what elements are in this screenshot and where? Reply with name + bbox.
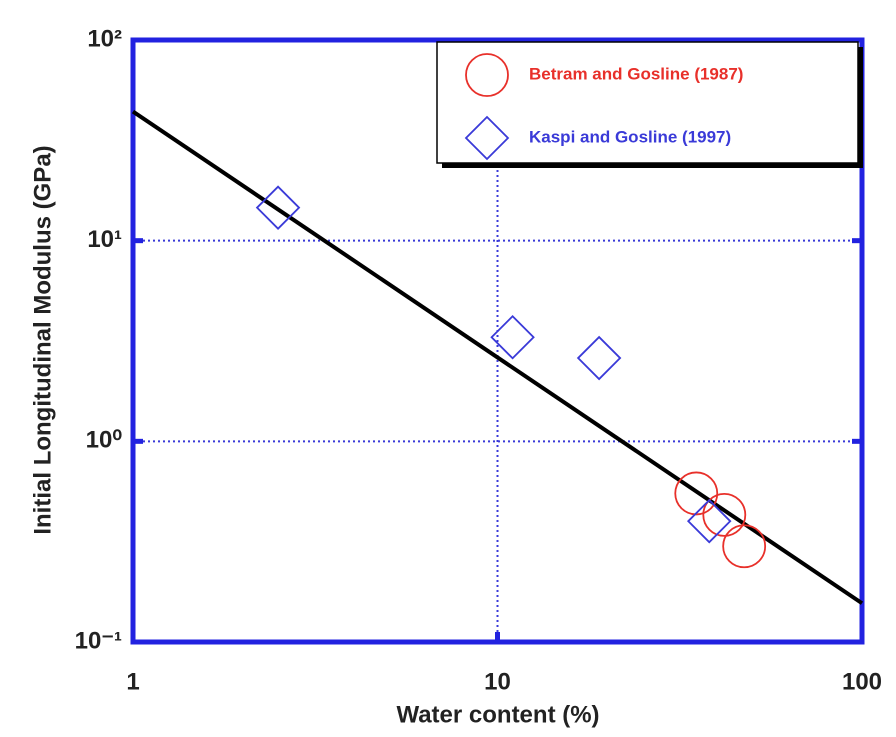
x-tick-label: 1 — [126, 668, 139, 695]
y-tick-label: 10¹ — [87, 226, 122, 253]
legend-label: Betram and Gosline (1987) — [529, 64, 743, 83]
legend-marker — [465, 53, 509, 97]
data-point — [722, 524, 767, 569]
data-point — [686, 498, 732, 544]
data-point — [702, 492, 747, 537]
legend-box — [436, 41, 859, 164]
fit-line — [131, 109, 864, 605]
x-tick-label: 10 — [484, 668, 511, 695]
y-tick-label: 10⁻¹ — [75, 627, 122, 654]
y-tick-label: 10² — [87, 25, 122, 52]
legend-label: Kaspi and Gosline (1997) — [529, 127, 731, 146]
legend-marker — [464, 115, 510, 161]
x-tick-label: 100 — [842, 668, 882, 695]
y-tick-label: 10⁰ — [86, 427, 123, 454]
x-axis-title: Water content (%) — [396, 701, 599, 728]
y-axis-title: Initial Longitudinal Modulus (GPa) — [29, 145, 56, 534]
data-point — [576, 335, 622, 381]
plot-frame — [130, 37, 865, 645]
data-point — [490, 315, 535, 360]
data-point — [255, 185, 301, 230]
